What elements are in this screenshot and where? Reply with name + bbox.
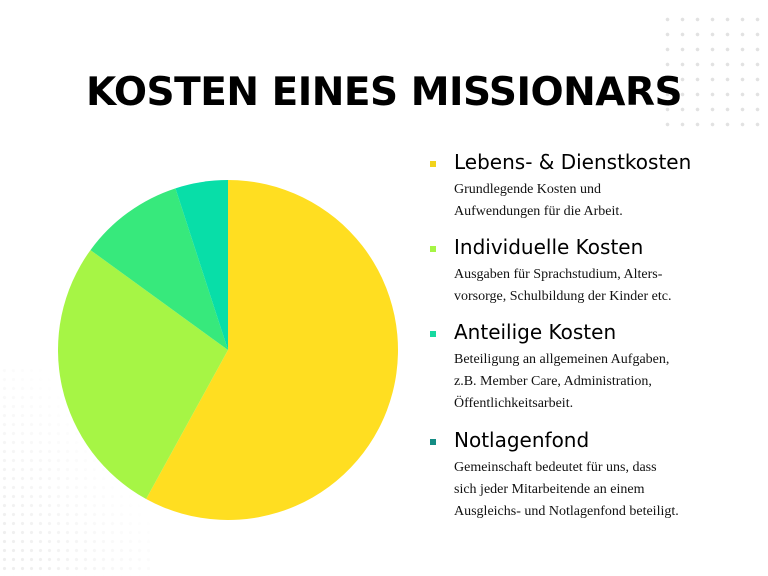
legend-item-description: Grundlegende Kosten und Aufwendungen für… [454, 179, 744, 223]
pie-slice-1 [146, 180, 398, 520]
description-line: z.B. Member Care, Administration, [454, 374, 652, 389]
description-line: Öffentlichkeitsarbeit. [454, 396, 574, 411]
description-line: sich jeder Mitarbeitende an einem [454, 482, 645, 497]
legend-item-title: Anteilige Kosten [454, 320, 617, 344]
pie-slice-4 [175, 180, 228, 350]
legend-item-title: Lebens- & Dienstkosten [454, 150, 692, 174]
legend-item-description: Gemeinschaft bedeutet für uns, dass sich… [454, 457, 744, 523]
legend-bullet-icon [430, 439, 436, 445]
description-line: Beteiligung an allgemeinen Aufgaben, [454, 352, 670, 367]
description-line: Ausgleichs- und Notlagenfond beteiligt. [454, 504, 679, 519]
pie-slice-3 [90, 188, 229, 350]
description-line: Ausgaben für Sprachstudium, Alters- [454, 267, 663, 282]
description-line: Aufwendungen für die Arbeit. [454, 204, 623, 219]
dot-pattern-top-right [660, 12, 760, 127]
pie-chart [57, 180, 398, 520]
legend-bullet-icon [430, 331, 436, 337]
pie-slice-2 [57, 250, 228, 499]
description-line: vorsorge, Schulbildung der Kinder etc. [454, 289, 672, 304]
description-line: Grundlegende Kosten und [454, 182, 601, 197]
legend-item-description: Beteiligung an allgemeinen Aufgaben, z.B… [454, 349, 744, 415]
page-title: KOSTEN EINES MISSIONARS [85, 70, 683, 115]
legend-bullet-icon [430, 161, 436, 167]
legend-item-description: Ausgaben für Sprachstudium, Alters- vors… [454, 264, 744, 308]
description-line: Gemeinschaft bedeutet für uns, dass [454, 460, 657, 475]
legend-bullet-icon [430, 246, 436, 252]
legend-item-title: Notlagenfond [454, 428, 590, 452]
legend-item-title: Individuelle Kosten [454, 235, 644, 259]
